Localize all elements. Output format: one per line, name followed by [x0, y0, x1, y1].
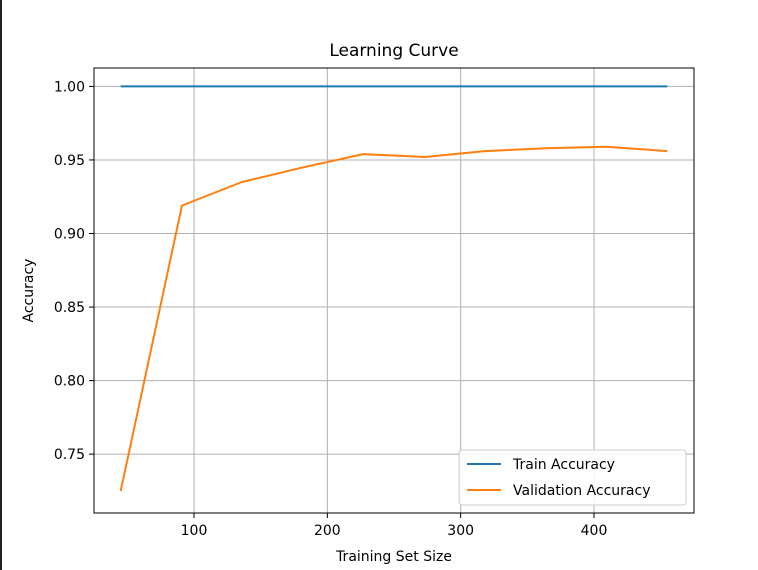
series-line-validation-accuracy	[119, 145, 668, 492]
y-tick-label: 0.85	[54, 300, 85, 316]
ticks-layer: 100 200 300 400 0.75 0.80 0.85 0.90 0.95 1.00	[54, 79, 608, 539]
legend-label-train: Train Accuracy	[512, 457, 615, 473]
y-tick-label: 0.80	[54, 374, 85, 390]
legend-label-validation: Validation Accuracy	[513, 483, 651, 499]
y-tick-label: 1.00	[54, 79, 85, 95]
x-axis-label: Training Set Size	[335, 549, 452, 565]
y-tick-label: 0.90	[54, 226, 85, 242]
window-left-border	[0, 0, 2, 570]
chart-title: Learning Curve	[329, 41, 458, 61]
axes-frame	[93, 67, 695, 514]
y-axis-label: Accuracy	[21, 259, 37, 323]
legend: Train Accuracy Validation Accuracy	[458, 449, 687, 506]
y-tick-label: 0.75	[54, 447, 85, 463]
x-tick-label: 100	[181, 523, 208, 539]
series-layer	[119, 85, 668, 492]
grid-layer	[94, 68, 694, 513]
legend-box	[458, 449, 687, 506]
x-tick-label: 300	[447, 523, 474, 539]
y-tick-label: 0.95	[54, 153, 85, 169]
x-tick-label: 200	[314, 523, 341, 539]
x-tick-label: 400	[581, 523, 608, 539]
